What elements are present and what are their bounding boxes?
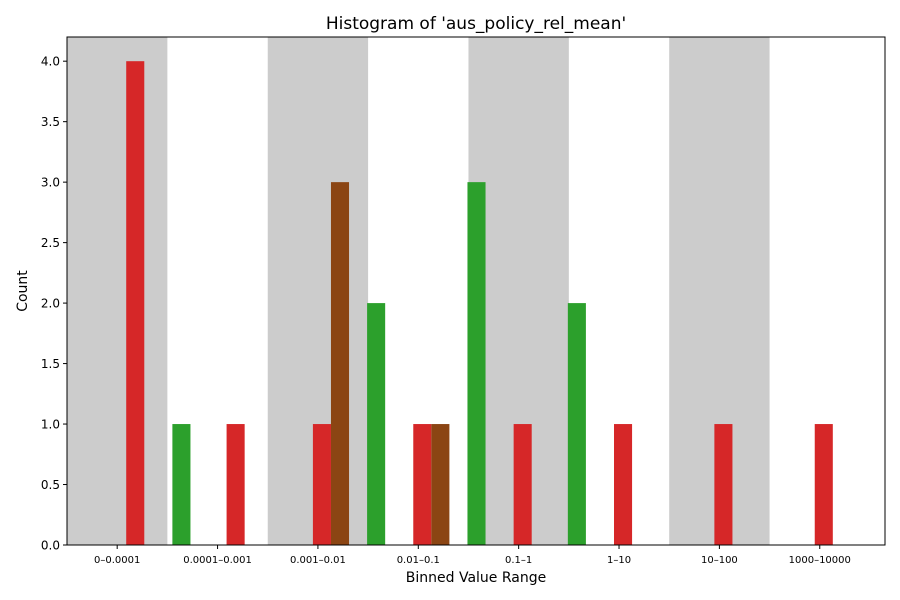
chart-title: Histogram of 'aus_policy_rel_mean'	[326, 14, 626, 34]
x-tick-label: 1000–10000	[789, 555, 851, 566]
x-tick-label: 10–100	[701, 555, 738, 566]
y-tick-label: 4.0	[41, 55, 60, 69]
histogram-bar	[814, 424, 833, 545]
plot-frame	[66, 36, 886, 546]
histogram-bar	[172, 424, 191, 545]
y-tick-label: 1.5	[41, 357, 60, 371]
histogram-bar	[330, 182, 350, 545]
histogram-bar	[431, 424, 450, 545]
y-tick-label: 3.0	[41, 176, 60, 190]
x-tick-label: 1–10	[607, 555, 631, 566]
histogram-bar	[467, 182, 486, 545]
x-tick-label: 0.0001–0.001	[183, 555, 252, 566]
y-axis-label: Count	[15, 270, 31, 312]
y-tick-label: 2.5	[41, 236, 60, 250]
histogram-bar	[226, 424, 245, 545]
y-tick-label: 0.0	[41, 539, 60, 553]
histogram-bar	[567, 303, 586, 545]
bin-band	[67, 37, 168, 545]
y-tick-label: 2.0	[41, 297, 60, 311]
y-tick-label: 3.5	[41, 115, 60, 129]
x-axis-label: Binned Value Range	[406, 570, 546, 586]
y-tick-label: 0.5	[41, 478, 60, 492]
x-tick-label: 0.01–0.1	[397, 555, 440, 566]
histogram-bar	[413, 424, 432, 545]
histogram-bar	[367, 303, 386, 545]
histogram-bar	[714, 424, 733, 545]
histogram-bar	[513, 424, 532, 545]
histogram-bar	[312, 424, 331, 545]
x-tick-label: 0.1–1	[505, 555, 532, 566]
x-tick-label: 0.001–0.01	[290, 555, 346, 566]
y-tick-label: 1.0	[41, 418, 60, 432]
histogram-bar	[126, 61, 145, 545]
x-tick-label: 0–0.0001	[94, 555, 140, 566]
histogram-bar	[614, 424, 633, 545]
